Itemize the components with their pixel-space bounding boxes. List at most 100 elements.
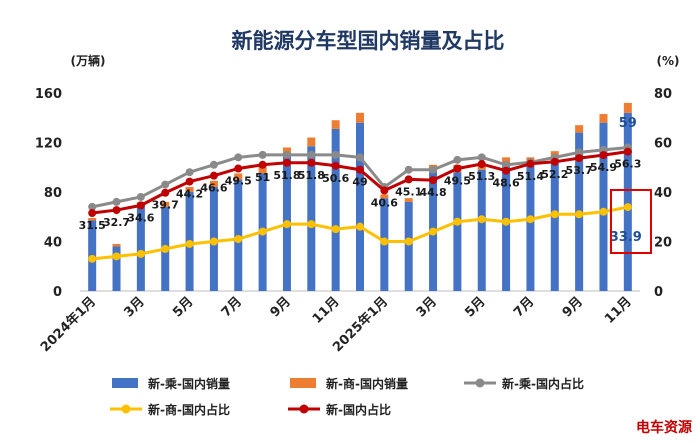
line-total-share-point	[112, 206, 121, 215]
bar-commercial	[356, 112, 364, 123]
line-commercial-share-point	[599, 207, 608, 216]
line-commercial-share-point	[282, 220, 291, 229]
share-data-label: 50.6	[322, 172, 349, 185]
legend-marker	[299, 404, 309, 414]
line-commercial-share-point	[161, 244, 170, 253]
bar-commercial	[258, 166, 267, 174]
line-total-share-point	[380, 186, 389, 195]
line-passenger-share-point	[161, 180, 170, 189]
line-commercial-share-point	[502, 217, 511, 226]
line-passenger-share-point	[234, 153, 243, 162]
share-data-label: 53.7	[566, 164, 593, 177]
line-commercial-share-point	[185, 239, 194, 248]
line-commercial-share-point	[575, 210, 584, 219]
bar-commercial	[307, 137, 316, 147]
line-total-share-point	[88, 209, 97, 218]
line-passenger-share-point	[185, 168, 194, 177]
line-total-share-point	[209, 171, 218, 180]
bar-passenger	[112, 246, 121, 291]
bar-commercial	[575, 125, 584, 133]
line-commercial-share-point	[404, 237, 413, 246]
line-total-share-point	[185, 177, 194, 186]
share-data-label: 49.5	[225, 174, 252, 187]
x-tick-label: 3月	[414, 294, 440, 320]
line-commercial-share-point	[429, 227, 438, 236]
x-tick-label: 5月	[462, 294, 488, 320]
bar-passenger	[623, 112, 632, 291]
line-total-share-point	[258, 160, 267, 169]
bar-passenger	[477, 169, 486, 291]
line-commercial-share-point	[623, 203, 632, 212]
left-tick-label: 120	[35, 137, 62, 152]
line-passenger-share-point	[258, 150, 267, 159]
share-data-label: 49.5	[444, 174, 471, 187]
highlight-label-total: 59	[619, 116, 637, 131]
bar-series	[88, 102, 632, 291]
line-total-share-point	[282, 158, 291, 167]
chart-title: 新能源分车型国内销量及占比	[232, 29, 505, 53]
line-total-share-point	[429, 176, 438, 185]
line-commercial-share-point	[258, 227, 267, 236]
legend-label: 新-商-国内销量	[326, 376, 408, 391]
line-total-share-point	[234, 164, 243, 173]
line-passenger-share-point	[575, 148, 584, 157]
line-passenger-share-point	[112, 197, 121, 206]
x-tick-label: 9月	[560, 294, 586, 320]
x-tick-label: 5月	[170, 294, 196, 320]
line-commercial-share-point	[209, 237, 218, 246]
bar-commercial	[209, 180, 218, 188]
left-tick-label: 40	[44, 236, 62, 251]
line-passenger-share-point	[282, 150, 291, 159]
line-passenger-share-point	[477, 153, 486, 162]
left-axis: 0 40 80 120 160	[35, 87, 62, 300]
line-total-share-point	[550, 157, 559, 166]
share-data-label: 49	[352, 176, 367, 189]
bar-commercial	[331, 120, 340, 129]
line-total-share-point	[356, 165, 364, 174]
right-axis-unit: (%)	[657, 54, 680, 68]
share-data-label: 32.7	[103, 216, 130, 229]
line-passenger-share-point	[429, 165, 438, 174]
line-commercial-share-point	[380, 237, 389, 246]
bar-passenger	[599, 122, 608, 291]
bar-commercial	[185, 187, 194, 192]
line-commercial-share-point	[88, 254, 97, 263]
line-total-share-point	[161, 188, 170, 197]
bar-passenger	[356, 122, 364, 291]
line-commercial-share-point	[550, 210, 559, 219]
share-data-label: 44.8	[419, 186, 446, 199]
x-tick-label: 7月	[219, 294, 245, 320]
line-total-share-point	[404, 175, 413, 184]
line-commercial-share-point	[234, 235, 243, 244]
line-total-share-point	[477, 160, 486, 169]
data-labels: 31.532.734.639.744.246.649.5 51 51.851.850…	[79, 116, 642, 245]
bar-commercial	[112, 243, 121, 247]
bar-passenger	[136, 206, 145, 291]
legend-marker	[475, 378, 485, 388]
line-total-share-point	[575, 154, 584, 163]
legend-swatch	[290, 378, 316, 388]
right-tick-label: 40	[654, 186, 672, 201]
line-passenger-share-point	[404, 165, 413, 174]
bar-commercial	[404, 198, 413, 202]
line-series	[88, 143, 632, 263]
share-data-label: 56.3	[614, 158, 641, 171]
legend-swatch	[112, 378, 138, 388]
line-commercial-share-point	[526, 215, 535, 224]
share-data-label: 31.5	[79, 219, 106, 232]
line-commercial-share-point	[112, 252, 121, 261]
share-data-label: 46.6	[200, 182, 227, 195]
line-commercial-share-point	[331, 225, 340, 234]
share-data-label: 51.8	[298, 169, 325, 182]
line-total-share-point	[453, 164, 462, 173]
x-tick-label: 2024年1月	[37, 294, 99, 356]
right-tick-label: 60	[654, 137, 672, 152]
legend-label: 新-乘-国内销量	[148, 376, 230, 391]
line-total-share-point	[136, 201, 145, 210]
left-tick-label: 0	[53, 285, 62, 300]
line-passenger-share-point	[453, 155, 462, 164]
line-commercial-share-point	[453, 217, 462, 226]
legend-label: 新-商-国内占比	[148, 402, 230, 417]
right-tick-label: 80	[654, 87, 672, 102]
